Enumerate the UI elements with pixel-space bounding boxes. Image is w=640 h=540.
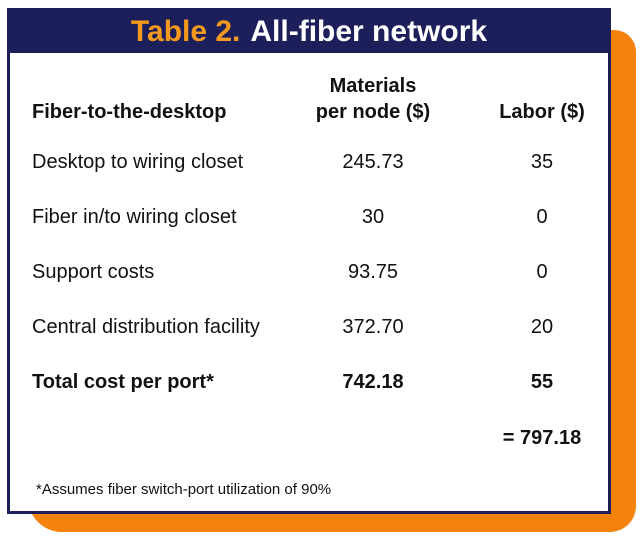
header-row-label: Fiber-to-the-desktop bbox=[32, 101, 227, 123]
total-label: Total cost per port* bbox=[32, 371, 214, 393]
header-materials: Materials per node ($) bbox=[293, 73, 453, 125]
row-label: Fiber in/to wiring closet bbox=[32, 206, 237, 228]
table-title-bar: Table 2. All-fiber network bbox=[10, 11, 608, 53]
row-materials: 372.70 bbox=[342, 316, 404, 338]
row-materials: 245.73 bbox=[342, 151, 404, 173]
row-materials: 93.75 bbox=[347, 261, 399, 283]
row-labor: 20 bbox=[530, 316, 554, 338]
row-labor: 0 bbox=[536, 261, 548, 283]
row-label: Desktop to wiring closet bbox=[32, 151, 244, 173]
table-title: All-fiber network bbox=[250, 15, 488, 48]
total-materials: 742.18 bbox=[342, 371, 404, 393]
row-labor: 0 bbox=[536, 206, 548, 228]
grand-total: = 797.18 bbox=[502, 427, 582, 449]
header-materials-line2: per node ($) bbox=[315, 101, 431, 123]
row-label: Support costs bbox=[32, 261, 155, 283]
total-labor: 55 bbox=[530, 371, 554, 393]
row-labor: 35 bbox=[530, 151, 554, 173]
footnote: *Assumes fiber switch-port utilization o… bbox=[36, 481, 332, 498]
row-label: Central distribution facility bbox=[32, 316, 260, 338]
table-number: Table 2. bbox=[130, 15, 241, 48]
table-card: Table 2. All-fiber network Fiber-to-the-… bbox=[7, 8, 611, 514]
header-materials-line1: Materials bbox=[329, 75, 417, 97]
row-materials: 30 bbox=[361, 206, 385, 228]
header-labor: Labor ($) bbox=[499, 101, 585, 123]
